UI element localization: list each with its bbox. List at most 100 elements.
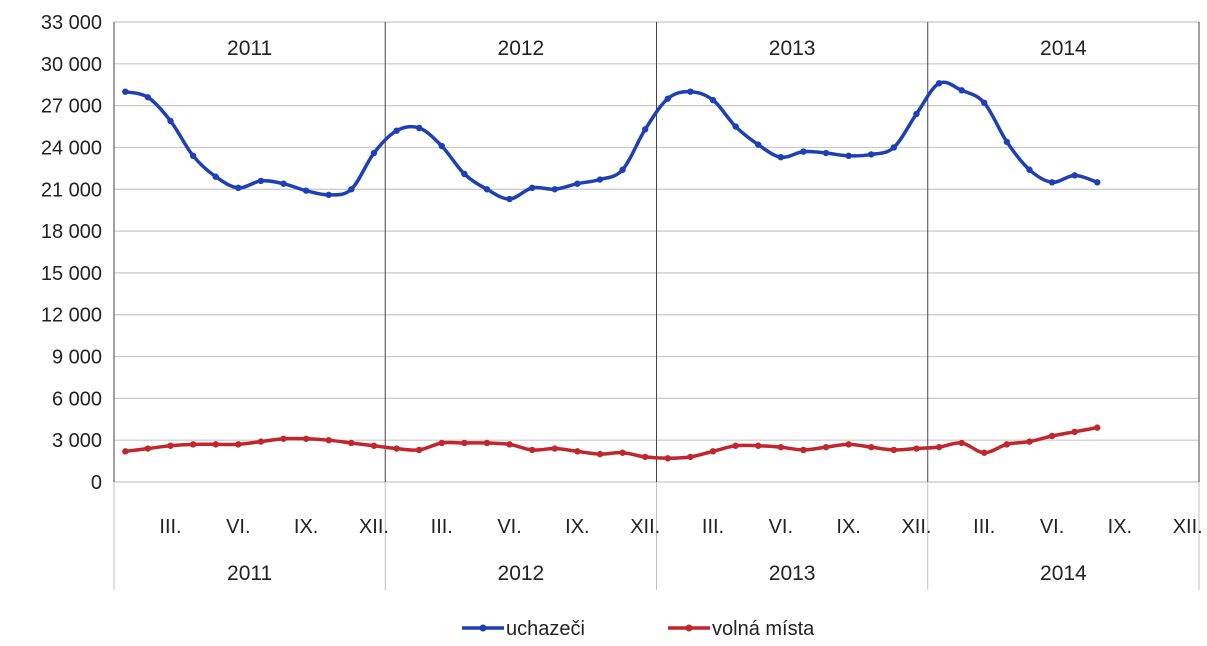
data-point: [551, 445, 558, 452]
data-point: [664, 95, 672, 102]
data-point: [619, 166, 626, 173]
x-tick-label: IX.: [1108, 516, 1132, 538]
data-point: [212, 441, 219, 448]
y-tick-label: 12 000: [41, 305, 102, 327]
data-point: [189, 152, 197, 160]
x-tick-label: XII.: [359, 516, 389, 538]
y-tick-label: 15 000: [41, 263, 102, 285]
data-point: [981, 99, 988, 107]
x-tick-label: III.: [159, 516, 181, 538]
y-tick-label: 9 000: [52, 347, 102, 369]
data-point: [619, 449, 626, 456]
data-point: [506, 195, 513, 203]
data-point: [596, 450, 604, 458]
data-point: [212, 173, 219, 180]
data-point: [1094, 424, 1101, 431]
data-point: [1026, 438, 1033, 445]
year-label-axis: 2011: [227, 562, 272, 585]
data-point: [393, 445, 400, 452]
data-point: [144, 445, 152, 452]
data-point: [483, 439, 491, 447]
data-point: [732, 123, 739, 130]
y-tick-label: 27 000: [41, 96, 102, 118]
data-point: [845, 152, 852, 160]
series-line-0: [124, 80, 1098, 201]
y-tick-label: 33 000: [41, 12, 102, 34]
data-point: [235, 441, 242, 448]
x-tick-label: III.: [431, 516, 453, 538]
data-point: [1003, 138, 1011, 146]
x-tick-label: IX.: [565, 516, 589, 538]
data-point: [257, 438, 265, 445]
data-point: [777, 443, 785, 451]
data-point: [415, 124, 423, 132]
year-dividers: 2011 2012 2013 2014: [113, 22, 1200, 482]
data-point: [122, 448, 129, 455]
data-point: [913, 110, 920, 118]
legend-label: volná místa: [712, 618, 815, 640]
data-point: [709, 448, 717, 455]
data-point: [935, 80, 943, 87]
data-point: [122, 88, 129, 95]
data-point: [732, 442, 739, 449]
data-point: [438, 439, 445, 447]
data-point: [551, 186, 558, 193]
data-point: [280, 180, 287, 187]
data-point: [755, 141, 762, 148]
data-point: [800, 446, 807, 454]
data-point: [687, 453, 694, 461]
data-point: [438, 142, 445, 150]
data-point: [822, 149, 830, 157]
x-tick-label: VI.: [497, 516, 521, 538]
data-point: [755, 442, 762, 449]
data-point: [868, 443, 875, 451]
x-axis: 2011 2012 2013 2014 III. VI. IX. XII. III. VI. IX.…: [113, 482, 1203, 590]
y-tick-label: 30 000: [41, 54, 102, 76]
data-point: [709, 96, 717, 104]
data-point: [687, 88, 694, 95]
data-point: [935, 443, 943, 451]
data-point: [506, 441, 513, 448]
data-point: [596, 176, 604, 183]
x-tick-label: VI.: [226, 516, 250, 538]
y-tick-label: 3 000: [52, 430, 102, 452]
x-tick-label: III.: [973, 516, 995, 538]
data-point: [348, 439, 355, 447]
data-point: [370, 442, 378, 449]
data-point: [845, 441, 852, 448]
x-tick-label: IX.: [836, 516, 860, 538]
legend-marker: [685, 624, 693, 632]
y-tick-label: 0: [91, 472, 102, 494]
data-point: [800, 148, 807, 155]
legend: uchazeči volná místa: [462, 618, 815, 640]
y-tick-label: 6 000: [52, 388, 102, 410]
data-point: [461, 170, 468, 178]
data-point: [370, 149, 378, 157]
data-point: [235, 184, 242, 192]
data-point: [1071, 428, 1078, 436]
x-tick-label: IX.: [294, 516, 318, 538]
data-point: [167, 442, 174, 449]
y-tick-label: 24 000: [41, 137, 102, 159]
data-point: [958, 439, 965, 447]
data-point: [167, 117, 174, 125]
data-point: [1048, 432, 1056, 440]
data-point: [1094, 179, 1101, 186]
data-point: [144, 94, 152, 101]
year-label-top: 2012: [498, 37, 545, 60]
year-label-axis: 2013: [769, 562, 816, 585]
x-tick-label: VI.: [1040, 516, 1064, 538]
data-point: [483, 186, 491, 193]
data-point: [415, 446, 423, 454]
data-point: [890, 446, 898, 454]
data-point: [1048, 179, 1056, 186]
data-point: [461, 439, 468, 447]
y-axis: 0 3 000 6 000 9 000 12 000 15 000 18 000 21 000…: [41, 12, 102, 494]
data-point: [393, 127, 400, 134]
data-point: [641, 453, 649, 461]
data-point: [1026, 166, 1033, 173]
x-tick-label: XII.: [630, 516, 660, 538]
y-tick-label: 18 000: [41, 221, 102, 243]
data-point: [325, 436, 332, 444]
